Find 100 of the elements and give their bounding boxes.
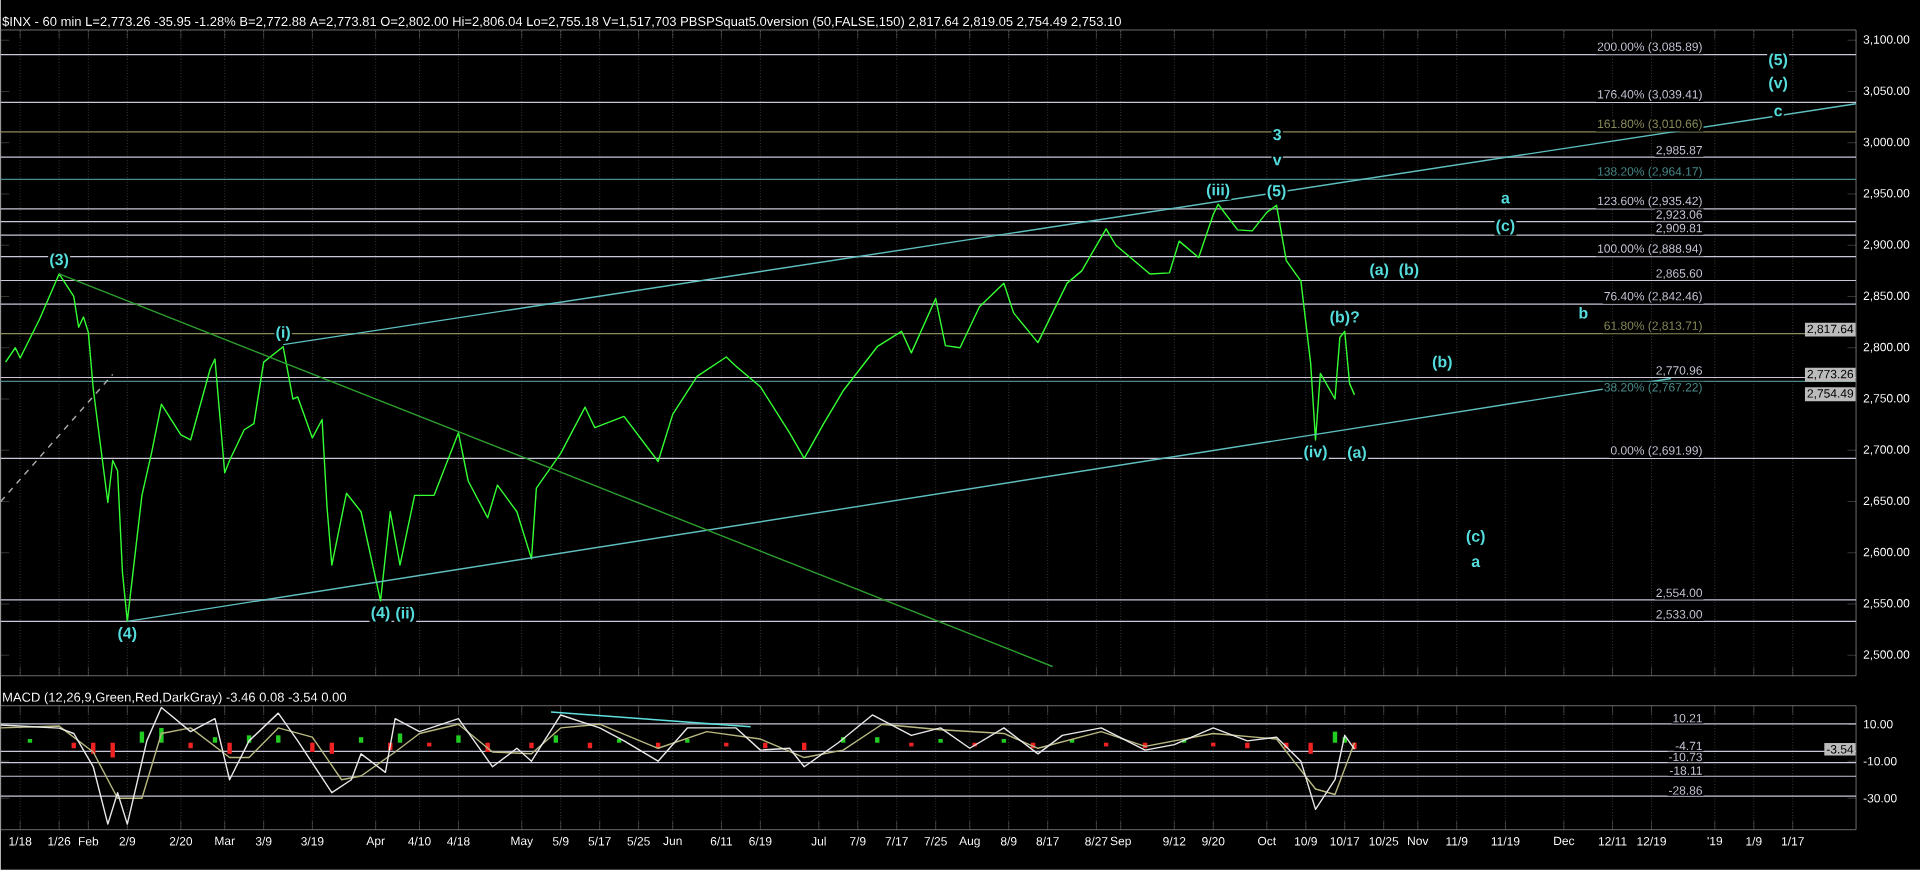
- ref-line-label: 200.00% (3,085.89): [1597, 42, 1702, 54]
- x-tick-label: Jun: [663, 836, 682, 846]
- x-tick-label: 2/20: [169, 836, 193, 846]
- x-tick-label: 12/11: [1598, 836, 1627, 846]
- ref-line-label: 0.00% (2,691.99): [1610, 446, 1702, 458]
- annotation: (b)?: [1330, 310, 1359, 326]
- annotation: (3): [50, 253, 69, 269]
- y-tick-label: 2,950.00: [1863, 189, 1910, 200]
- annotation: (b): [1399, 263, 1419, 279]
- annotation: (i): [276, 326, 290, 342]
- annotation: (iii): [1206, 183, 1230, 199]
- ref-line-label: 100.00% (2,888.94): [1598, 244, 1702, 256]
- annotation: a: [1471, 558, 1481, 568]
- x-tick-label: 7/17: [885, 836, 908, 846]
- x-tick-label: 7/9: [850, 836, 866, 846]
- x-tick-label: 1/26: [48, 836, 71, 846]
- x-tick-label: '19: [1707, 836, 1723, 846]
- annotation: (a): [1347, 446, 1366, 462]
- x-tick-label: Mar: [215, 836, 235, 846]
- x-tick-label: 8/9: [1000, 836, 1017, 846]
- ref-line-label: -28.86: [1669, 786, 1702, 795]
- ref-line-label: 123.60% (2,935.42): [1598, 196, 1702, 208]
- y-tick-label: 2,800.00: [1863, 342, 1910, 353]
- annotation: 3: [1273, 129, 1282, 141]
- x-tick-label: 2/9: [119, 836, 136, 846]
- x-tick-label: Jul: [811, 836, 826, 846]
- ref-line-label: 2,770.96: [1656, 366, 1702, 377]
- x-tick-label: Nov: [1408, 836, 1429, 846]
- annotation: (5): [1769, 53, 1788, 69]
- x-tick-label: 5/17: [588, 836, 611, 846]
- x-tick-label: 12/19: [1637, 836, 1666, 846]
- annotation: (4): [118, 627, 137, 643]
- annotation: b: [1579, 307, 1588, 319]
- x-tick-label: Dec: [1554, 836, 1575, 846]
- x-tick-label: Aug: [959, 836, 980, 848]
- ref-line-label: -18.11: [1669, 766, 1702, 775]
- annotation: c: [1774, 107, 1783, 117]
- annotation: (v): [1769, 76, 1788, 92]
- annotation: (ii): [396, 607, 415, 623]
- ref-line-label: 10.21: [1673, 714, 1702, 723]
- annotation: (c): [1466, 530, 1485, 546]
- x-tick-label: 6/11: [710, 836, 733, 846]
- chart-title: MACD (12,26,9,Green,Red,DarkGray) -3.46 0.08 -3.54 0.00: [3, 692, 347, 705]
- y-tick-label: 3,000.00: [1863, 137, 1910, 148]
- annotation: (a): [1370, 263, 1389, 279]
- x-tick-label: 6/19: [749, 836, 772, 846]
- y-tick-label: 2,650.00: [1863, 496, 1910, 507]
- x-tick-label: 4/18: [447, 836, 470, 846]
- annotation: (4): [371, 606, 390, 622]
- x-tick-label: 8/17: [1036, 836, 1059, 846]
- annotation: (c): [1496, 219, 1515, 235]
- y-tick-label: 2,750.00: [1863, 394, 1910, 405]
- ref-line-label: 176.40% (3,039.41): [1598, 89, 1702, 102]
- ref-line-label: 61.80% (2,813.71): [1604, 321, 1702, 333]
- x-tick-label: 1/17: [1781, 836, 1804, 846]
- y-tick-label: 3,050.00: [1863, 86, 1910, 97]
- annotation: (5): [1267, 184, 1286, 200]
- annotation: v: [1272, 157, 1282, 166]
- x-tick-label: 9/12: [1163, 836, 1186, 846]
- x-tick-label: 3/9: [255, 836, 272, 846]
- y-tick-label: 3,100.00: [1863, 35, 1910, 46]
- ref-line-label: -10.73: [1669, 752, 1702, 762]
- y-tick-label: -30.00: [1863, 794, 1897, 803]
- x-tick-label: Oct: [1258, 836, 1277, 846]
- y-tick-label: 2,550.00: [1863, 599, 1910, 610]
- x-tick-label: 9/20: [1202, 836, 1225, 846]
- ref-line-label: 2,923.06: [1656, 210, 1702, 221]
- ref-line-label: 2,909.81: [1656, 224, 1702, 234]
- annotation: (b): [1432, 355, 1452, 371]
- annotation: 2,754.49: [1807, 389, 1854, 400]
- ref-line-label: -4.71: [1675, 741, 1702, 751]
- x-tick-label: Sep: [1110, 836, 1131, 848]
- x-tick-label: 4/10: [408, 836, 431, 846]
- x-tick-label: 10/9: [1295, 836, 1317, 846]
- y-tick-label: 2,850.00: [1863, 291, 1910, 302]
- annotation: 2,773.26: [1807, 370, 1854, 380]
- x-tick-label: 11/9: [1446, 836, 1468, 846]
- y-tick-label: 2,700.00: [1863, 445, 1910, 456]
- x-tick-label: 10/25: [1369, 836, 1399, 846]
- x-tick-label: 1/18: [9, 836, 32, 846]
- ref-line-label: 161.80% (3,010.66): [1598, 119, 1702, 131]
- ref-line-label: 138.20% (2,964.17): [1598, 167, 1702, 179]
- x-tick-label: 5/9: [552, 836, 569, 846]
- annotation: (iv): [1304, 445, 1327, 461]
- x-tick-label: Feb: [78, 836, 99, 846]
- annotation: -3.54: [1826, 745, 1854, 754]
- annotation: a: [1501, 194, 1510, 204]
- x-tick-label: Apr: [366, 836, 385, 848]
- x-tick-label: 11/19: [1491, 836, 1520, 846]
- x-tick-label: 5/25: [627, 836, 650, 846]
- annotation: 2,817.64: [1807, 324, 1854, 335]
- ref-line-label: 2,865.60: [1656, 269, 1703, 280]
- ref-line-label: 2,985.87: [1656, 146, 1702, 156]
- x-tick-label: 3/19: [301, 836, 324, 846]
- chart-title: $INX - 60 min L=2,773.26 -35.95 -1.28% B=2,772.88 A=2,773.81 O=2,802.00 Hi=2,806.04 Lo=2,755.18 V=1,517,703 PBSPSquat5.0version (50,FALSE,150) 2,817.64 2,819.05 2,754.49 2,753.10: [2, 16, 1121, 29]
- x-tick-label: May: [511, 836, 534, 848]
- ref-line-label: 2,533.00: [1656, 610, 1703, 621]
- y-tick-label: 10.00: [1864, 720, 1893, 729]
- x-tick-label: 8/27: [1085, 836, 1108, 846]
- ref-line-label: 2,554.00: [1656, 588, 1703, 599]
